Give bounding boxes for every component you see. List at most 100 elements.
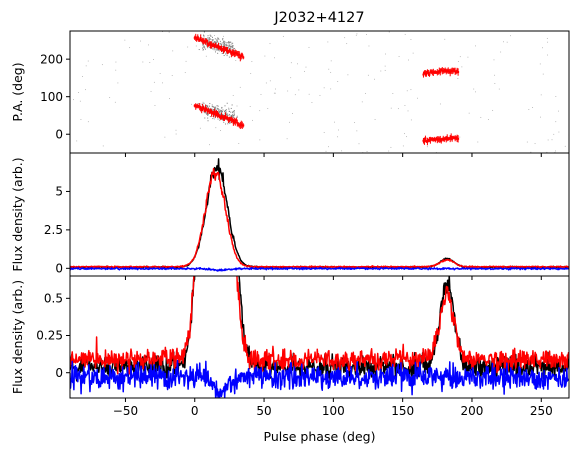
pa-sample-point (225, 113, 227, 115)
plot-area-pa (73, 31, 569, 153)
pa-sample-point (202, 48, 204, 50)
pa-sample-point (229, 46, 231, 48)
pa-sample-point (222, 119, 224, 121)
pa-sample-point (209, 144, 210, 146)
pa-sample-point (390, 107, 392, 109)
pa-sample-point (115, 61, 117, 63)
pa-sample-point (225, 52, 227, 54)
pa-point (229, 50, 232, 53)
series-zoom-2 (70, 359, 569, 398)
pa-sample-point (191, 103, 192, 105)
pa-sample-point (203, 36, 205, 38)
pa-sample-point (203, 102, 205, 104)
pa-sample-point (203, 111, 205, 113)
plot-area-zoom (70, 276, 569, 398)
pa-point (424, 137, 427, 140)
pa-sample-point (231, 46, 233, 48)
pa-sample-point (558, 131, 560, 133)
pa-sample-point (259, 110, 261, 112)
pa-point (457, 71, 460, 74)
pa-sample-point (215, 106, 217, 108)
pa-sample-point (214, 117, 216, 119)
pa-sample-point (297, 63, 298, 65)
pa-point (445, 138, 448, 141)
pa-sample-point (80, 119, 82, 121)
pa-sample-point (207, 47, 209, 49)
pa-sample-point (224, 41, 226, 43)
pa-sample-point (203, 46, 205, 48)
profile-line (70, 266, 569, 272)
pa-sample-point (555, 96, 557, 97)
pa-point (208, 111, 211, 114)
pa-sample-point (457, 78, 459, 79)
pa-sample-point (250, 73, 252, 75)
pa-sample-point (218, 110, 220, 112)
pa-point (198, 39, 201, 42)
pa-sample-point (233, 50, 235, 52)
pa-sample-point (204, 38, 206, 40)
pa-sample-point (226, 45, 228, 47)
profile-line (70, 276, 569, 383)
pa-sample-point (330, 60, 332, 62)
pa-sample-point (232, 45, 234, 47)
pa-point (232, 51, 235, 54)
pa-sample-point (213, 115, 215, 117)
pa-sample-point (204, 112, 206, 114)
pa-sample-point (547, 54, 548, 56)
pa-point (437, 71, 440, 74)
pa-sample-point (366, 151, 368, 152)
y-tick-label: 200 (40, 52, 63, 66)
pa-sample-point (232, 42, 234, 44)
pa-sample-point (213, 47, 215, 49)
x-tick-label: 250 (530, 404, 553, 418)
pa-sample-point (206, 42, 208, 44)
pa-sample-point (233, 114, 235, 116)
pa-sample-point (233, 114, 235, 116)
pa-sample-point (153, 59, 154, 60)
pa-sample-point (208, 39, 210, 41)
pa-sample-point (564, 145, 566, 147)
panel-zoom: 0 0.25 0.5 Flux density (arb.) −50 0 50 100 150 2… (10, 275, 570, 418)
pa-sample-point (227, 46, 229, 48)
pa-sample-point (226, 44, 228, 46)
pa-sample-point (203, 45, 205, 47)
pa-sample-point (203, 35, 205, 37)
pa-point (439, 70, 442, 73)
pa-sample-point (218, 112, 220, 114)
pa-sample-point (551, 139, 553, 141)
pa-sample-point (213, 42, 215, 44)
pa-point (239, 124, 242, 127)
pa-sample-point (304, 70, 305, 72)
pa-sample-point (222, 50, 224, 52)
pa-sample-point (154, 105, 156, 106)
pa-sample-point (356, 33, 358, 35)
pa-sample-point (227, 123, 229, 125)
pa-sample-point (214, 41, 216, 43)
y-tick-label: 100 (40, 90, 63, 104)
pa-point (195, 38, 198, 41)
pa-sample-point (221, 119, 223, 121)
pa-sample-point (205, 42, 207, 44)
pa-sample-point (211, 39, 213, 41)
pa-sample-point (231, 115, 233, 117)
chart-title: J2032+4127 (273, 10, 364, 26)
pa-sample-point (412, 52, 414, 54)
pa-sample-point (408, 59, 409, 61)
pa-sample-point (204, 47, 206, 49)
pa-sample-point (206, 45, 208, 47)
pa-sample-point (232, 112, 234, 114)
pa-sample-point (500, 51, 502, 53)
pa-sample-point (209, 38, 211, 40)
pa-sample-point (224, 111, 226, 113)
pa-sample-point (228, 41, 230, 43)
pa-sample-point (426, 146, 428, 148)
pa-sample-point (222, 38, 224, 40)
pa-sample-point (334, 121, 335, 123)
pa-sample-point (207, 41, 209, 43)
pa-point (231, 118, 234, 121)
pa-sample-point (223, 35, 224, 37)
y-tick-label: 0 (55, 262, 63, 276)
pa-sample-point (232, 114, 234, 116)
pa-sample-point (493, 59, 495, 61)
pa-sample-point (229, 41, 231, 43)
